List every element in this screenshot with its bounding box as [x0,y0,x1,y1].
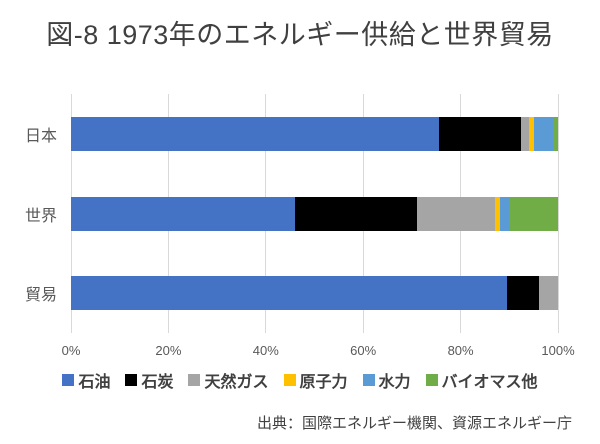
source-note: 出典：国際エネルギー機関、資源エネルギー庁 [256,415,572,432]
x-tick-label: 0% [61,343,81,358]
legend-swatch [362,374,375,386]
x-tick-label: 20% [155,343,182,358]
bar-row-貿易 [71,253,558,333]
gridline [557,94,559,333]
x-tick-label: 100% [541,343,575,358]
category-label: 世界 [24,207,57,225]
stacked-bar [71,196,558,231]
legend-swatch [188,374,201,386]
stacked-bar [71,116,558,151]
chart-title: 図-8 1973年のエネルギー供給と世界貿易 [46,20,554,50]
legend-label: 天然ガス [204,374,269,391]
legend-item-原子力: 原子力 [283,368,348,392]
bar-segment-石炭 [506,276,539,311]
category-label: 日本 [24,127,57,145]
bar-segment-水力 [499,196,510,231]
legend-swatch [125,374,138,386]
x-axis: 0% 20% 40% 60% 80% 100% [62,343,575,359]
bar-segment-バイオマス他 [509,196,558,231]
bar-segment-天然ガス [416,196,495,231]
legend-label: 石炭 [141,374,174,391]
legend-swatch [62,374,75,386]
bar-segment-天然ガス [521,116,529,151]
legend: 石油 石炭 天然ガス 原子力 水力 バイオマス他 [0,368,600,392]
x-tick-label: 60% [350,343,377,358]
x-tick-label: 40% [252,343,279,358]
legend-label: 石油 [78,374,111,391]
legend-label: 水力 [378,374,411,391]
bar-segment-原子力 [528,116,534,151]
bar-segment-石油 [71,276,507,311]
legend-item-石油: 石油 [62,368,110,392]
bar-segment-バイオマス他 [553,116,558,151]
bar-row-世界 [71,174,558,254]
legend-item-バイオマス他: バイオマス他 [425,368,538,392]
legend-swatch [425,374,438,386]
legend-item-石炭: 石炭 [125,368,173,392]
plot-area [70,94,559,333]
bar-segment-水力 [533,116,554,151]
bar-segment-石油 [71,196,296,231]
legend-label: バイオマス他 [441,374,538,391]
legend-item-水力: 水力 [362,368,411,392]
bar-row-日本 [71,94,558,174]
bar-segment-原子力 [494,196,500,231]
legend-label: 原子力 [299,374,348,391]
bar-segment-石炭 [438,116,522,151]
category-label: 貿易 [24,287,57,305]
bar-segment-石油 [71,116,439,151]
bars [71,94,558,333]
stacked-bar [71,276,558,311]
bar-segment-天然ガス [538,276,558,311]
category-labels: 日本 世界 貿易 [0,94,57,333]
x-tick-label: 80% [447,343,474,358]
legend-item-天然ガス: 天然ガス [188,368,269,392]
legend-swatch [283,374,296,386]
bar-segment-石炭 [295,196,417,231]
